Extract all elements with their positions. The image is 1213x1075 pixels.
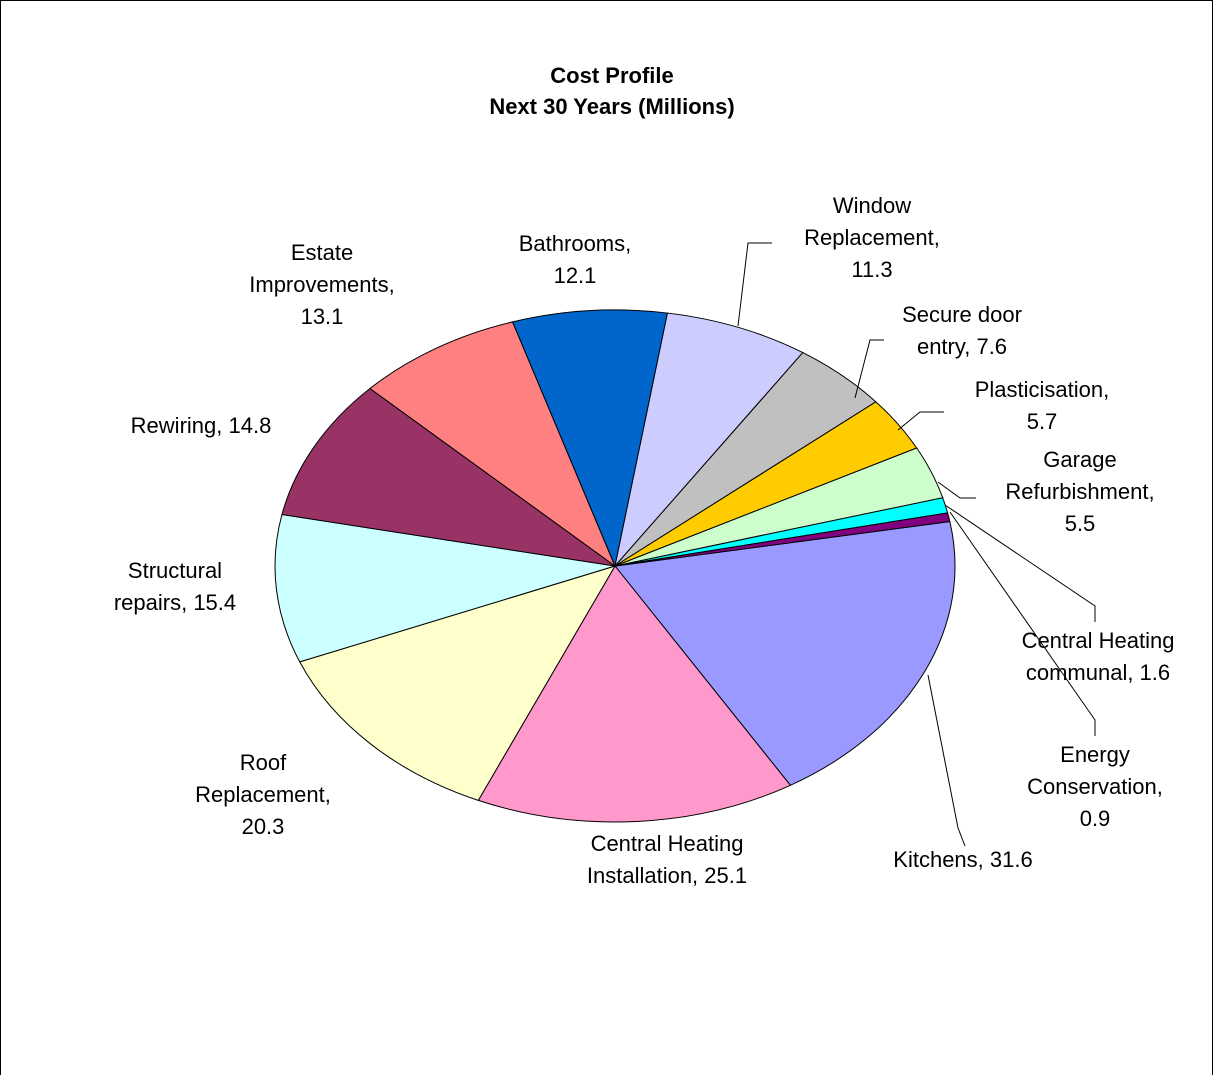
pie-slice [369,321,617,568]
pie-slice [281,387,616,567]
data-label: Plasticisation, 5.7 [975,377,1110,434]
data-label: Kitchens, 31.6 [893,847,1032,872]
data-label: Central Heating Installation, 25.1 [587,831,747,888]
data-label: Secure door entry, 7.6 [902,302,1022,359]
data-label: Central Heating communal, 1.6 [1022,628,1175,685]
data-label: Structural repairs, 15.4 [114,558,236,615]
pie-slice [614,512,951,567]
pie-slice [299,565,617,801]
leader-line [927,674,966,847]
pie-slice [274,513,616,663]
leader-line [944,504,1096,622]
data-label: Estate Improvements, 13.1 [249,240,395,329]
leader-line [949,511,1096,736]
pie-slice [511,309,669,568]
data-label: Roof Replacement, 20.3 [195,750,331,839]
data-label: Energy Conservation, 0.9 [1027,742,1163,831]
pie-slice [614,312,804,568]
pie-slice [477,565,792,823]
leader-line [854,339,884,399]
leader-line [897,411,944,431]
data-label: Rewiring, 14.8 [131,413,272,438]
data-label: Bathrooms, 12.1 [519,231,632,288]
data-label: Window Replacement, 11.3 [804,193,940,282]
leader-line [737,242,772,327]
chart-subtitle: Next 30 Years (Millions) [489,94,734,119]
pie-slice [614,520,956,786]
data-label: Garage Refurbishment, 5.5 [1005,447,1154,536]
chart-title: Cost Profile [550,63,673,88]
leader-line [937,481,976,499]
